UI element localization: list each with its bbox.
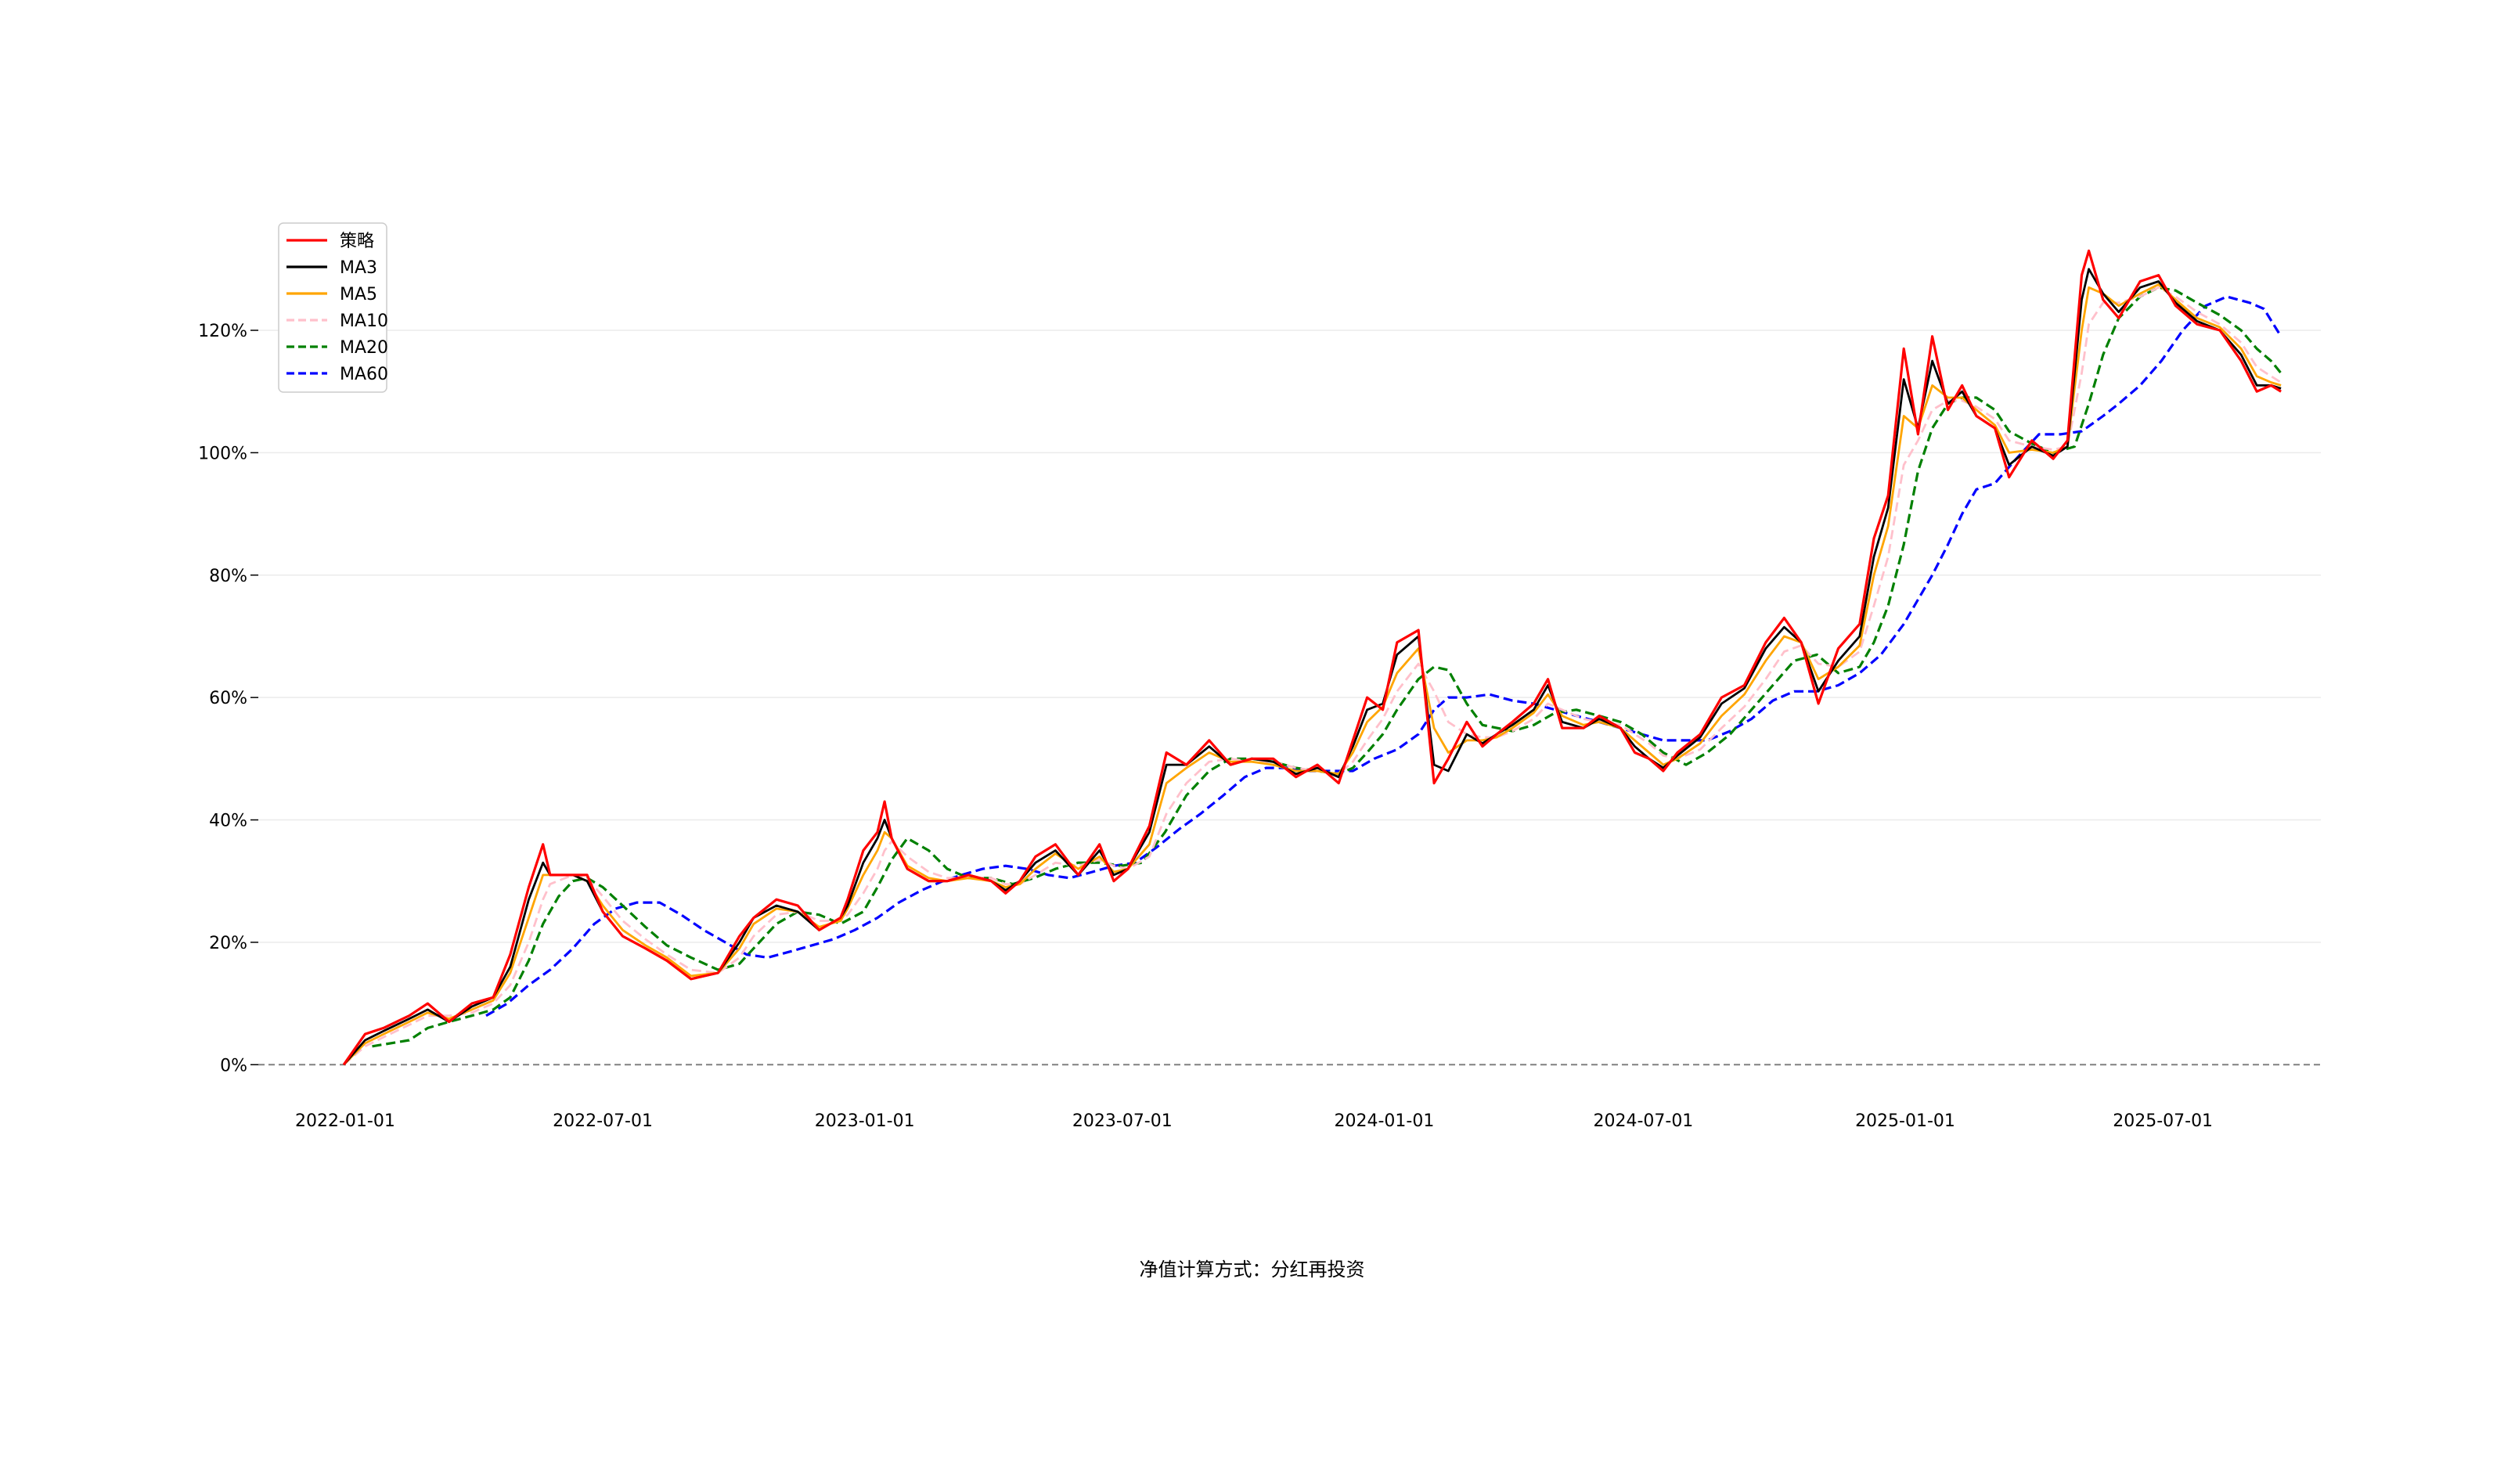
series-line-ma20 bbox=[372, 286, 2282, 1048]
x-axis: 2022-01-01 2022-07-01 2023-01-01 2023-07-01… bbox=[295, 1111, 2213, 1131]
series-line-ma3 bbox=[343, 268, 2282, 1066]
series-line-ma5 bbox=[343, 283, 2282, 1066]
y-tick-label: 40% bbox=[209, 812, 247, 831]
x-tick-label: 2025-01-01 bbox=[1855, 1111, 1955, 1131]
y-tick-label: 20% bbox=[209, 934, 247, 953]
legend-frame bbox=[278, 222, 387, 393]
legend-label: MA3 bbox=[340, 258, 377, 278]
legend-label: MA60 bbox=[340, 365, 388, 384]
y-tick-label: 100% bbox=[198, 444, 247, 463]
x-tick-label: 2025-07-01 bbox=[2113, 1111, 2213, 1131]
gridlines bbox=[258, 330, 2321, 943]
x-tick-label: 2023-07-01 bbox=[1072, 1111, 1173, 1131]
x-tick-label: 2022-07-01 bbox=[553, 1111, 653, 1131]
y-tick-label: 120% bbox=[198, 322, 247, 341]
y-tick-label: 0% bbox=[220, 1056, 247, 1075]
series-lines bbox=[342, 249, 2282, 1066]
legend-label: MA20 bbox=[340, 338, 388, 358]
legend-label: 策略 bbox=[340, 232, 374, 251]
legend: 策略 MA3 MA5 MA10 MA20 MA60 bbox=[278, 222, 388, 393]
legend-label: MA10 bbox=[340, 312, 388, 331]
nav-calculation-note: 净值计算方式：分红再投资 bbox=[1139, 1259, 1365, 1280]
x-tick-label: 2024-01-01 bbox=[1335, 1111, 1435, 1131]
series-line-策略 bbox=[342, 249, 2282, 1066]
x-tick-label: 2024-07-01 bbox=[1593, 1111, 1693, 1131]
legend-items: 策略 MA3 MA5 MA10 MA20 MA60 bbox=[286, 232, 388, 384]
y-tick-label: 80% bbox=[209, 567, 247, 586]
series-line-ma10 bbox=[343, 286, 2282, 1066]
x-tick-label: 2023-01-01 bbox=[815, 1111, 915, 1131]
y-axis: 0% 20% 40% 60% 80% 100% 120% bbox=[198, 322, 258, 1075]
legend-label: MA5 bbox=[340, 285, 377, 304]
series-line-ma60 bbox=[485, 295, 2282, 1018]
x-tick-label: 2022-01-01 bbox=[295, 1111, 395, 1131]
y-tick-label: 60% bbox=[209, 689, 247, 708]
